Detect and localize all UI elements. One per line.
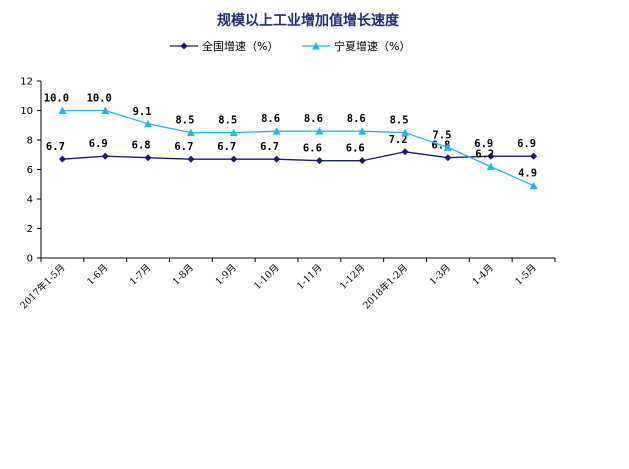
x-tick-label: 2017年1-5月: [18, 262, 68, 312]
triangle-point: [486, 162, 495, 171]
data-label: 9.1: [133, 106, 152, 118]
data-label: 8.5: [218, 115, 237, 127]
diamond-point: [530, 152, 538, 160]
triangle-point: [401, 128, 410, 137]
data-label: 6.2: [475, 149, 494, 161]
y-tick-label: 8: [27, 136, 33, 147]
triangle-point: [529, 181, 538, 190]
triangle-point: [315, 127, 324, 135]
legend: 全国增速（%） 宁夏增速（%）: [170, 39, 410, 53]
data-label: 8.6: [261, 113, 280, 125]
data-label: 6.9: [89, 138, 108, 150]
y-tick-label: 2: [27, 224, 33, 235]
diamond-point: [358, 157, 366, 165]
diamond-point: [144, 154, 152, 162]
diamond-point: [273, 155, 281, 163]
series-line: [62, 151, 534, 162]
diamond-point: [187, 155, 195, 163]
data-label: 6.6: [346, 143, 365, 155]
series-line: [62, 109, 534, 187]
x-tick-label: 2018年1-2月: [360, 262, 410, 312]
y-tick-label: 0: [27, 254, 33, 265]
data-label: 10.0: [87, 93, 112, 105]
x-tick-label: 1-5月: [513, 262, 538, 287]
x-tick-label: 1-6月: [85, 262, 110, 287]
diamond-point: [487, 152, 495, 160]
x-tick-label: 1-10月: [252, 262, 282, 292]
chart-title: 规模以上工业增加值增长速度: [217, 12, 400, 29]
triangle-point: [101, 106, 110, 114]
y-tick-label: 10: [20, 106, 33, 117]
data-label: 6.7: [217, 141, 236, 153]
data-label: 8.5: [390, 115, 409, 127]
diamond-point: [444, 154, 452, 162]
data-label: 4.9: [518, 168, 537, 180]
x-tick-label: 1-12月: [338, 262, 368, 292]
axes: 0 2 4 6 8 10 12 2017年1-5月 1-6月 1-7月 1-8月 1-9月 1-10月 1…: [18, 77, 556, 312]
x-tick-label: 1-8月: [171, 262, 196, 287]
series-group: 6.7 6.9 6.8 6.7 6.7 6.7 6.6 6.67.2 6.8 6.9 6.910.0…: [44, 93, 538, 190]
triangle-point: [58, 106, 67, 114]
diamond-point: [401, 148, 409, 156]
x-tick-label: 1-7月: [128, 262, 153, 287]
data-label: 6.8: [132, 140, 151, 152]
diamond-point: [58, 155, 66, 163]
data-label: 7.5: [432, 129, 451, 141]
legend-item-ningxia: 宁夏增速（%）: [302, 39, 410, 53]
diamond-point: [230, 155, 238, 163]
data-label: 6.7: [174, 141, 193, 153]
series-national: 6.7 6.9 6.8 6.7 6.7 6.7 6.6 6.67.2 6.8 6.9 6.9: [46, 134, 538, 165]
triangle-point: [443, 143, 452, 151]
triangle-marker-icon: [312, 42, 320, 50]
series-ningxia: 10.0 10.0 9.1 8.5 8.5 8.6 8.6 8.6 8.5 7.5 6.2 4.9: [44, 93, 538, 190]
triangle-point: [229, 128, 238, 137]
legend-label-ningxia: 宁夏增速（%）: [334, 39, 410, 53]
legend-item-national: 全国增速（%）: [170, 39, 278, 53]
triangle-point: [144, 119, 153, 128]
data-label: 6.7: [46, 141, 65, 153]
x-tick-label: 1-11月: [295, 262, 325, 292]
y-tick-label: 4: [27, 195, 33, 206]
data-label: 7.2: [389, 134, 408, 146]
x-tick-label: 1-4月: [471, 262, 496, 287]
x-tick-label: 1-9月: [214, 262, 239, 287]
y-tick-label: 6: [27, 165, 33, 176]
data-label: 6.7: [260, 141, 279, 153]
legend-label-national: 全国增速（%）: [202, 39, 278, 53]
data-label: 8.6: [347, 113, 366, 125]
triangle-point: [358, 127, 367, 135]
triangle-point: [186, 128, 195, 137]
data-label: 10.0: [44, 93, 69, 105]
data-label: 6.6: [303, 143, 322, 155]
diamond-point: [315, 157, 323, 165]
x-tick-label: 1-3月: [428, 262, 453, 287]
diamond-point: [101, 152, 109, 160]
triangle-point: [272, 127, 281, 135]
y-tick-label: 12: [20, 77, 33, 88]
diamond-marker-icon: [180, 42, 188, 50]
data-label: 6.9: [474, 138, 493, 150]
data-label: 8.6: [304, 113, 323, 125]
data-label: 8.5: [175, 115, 194, 127]
data-label: 6.9: [517, 138, 536, 150]
